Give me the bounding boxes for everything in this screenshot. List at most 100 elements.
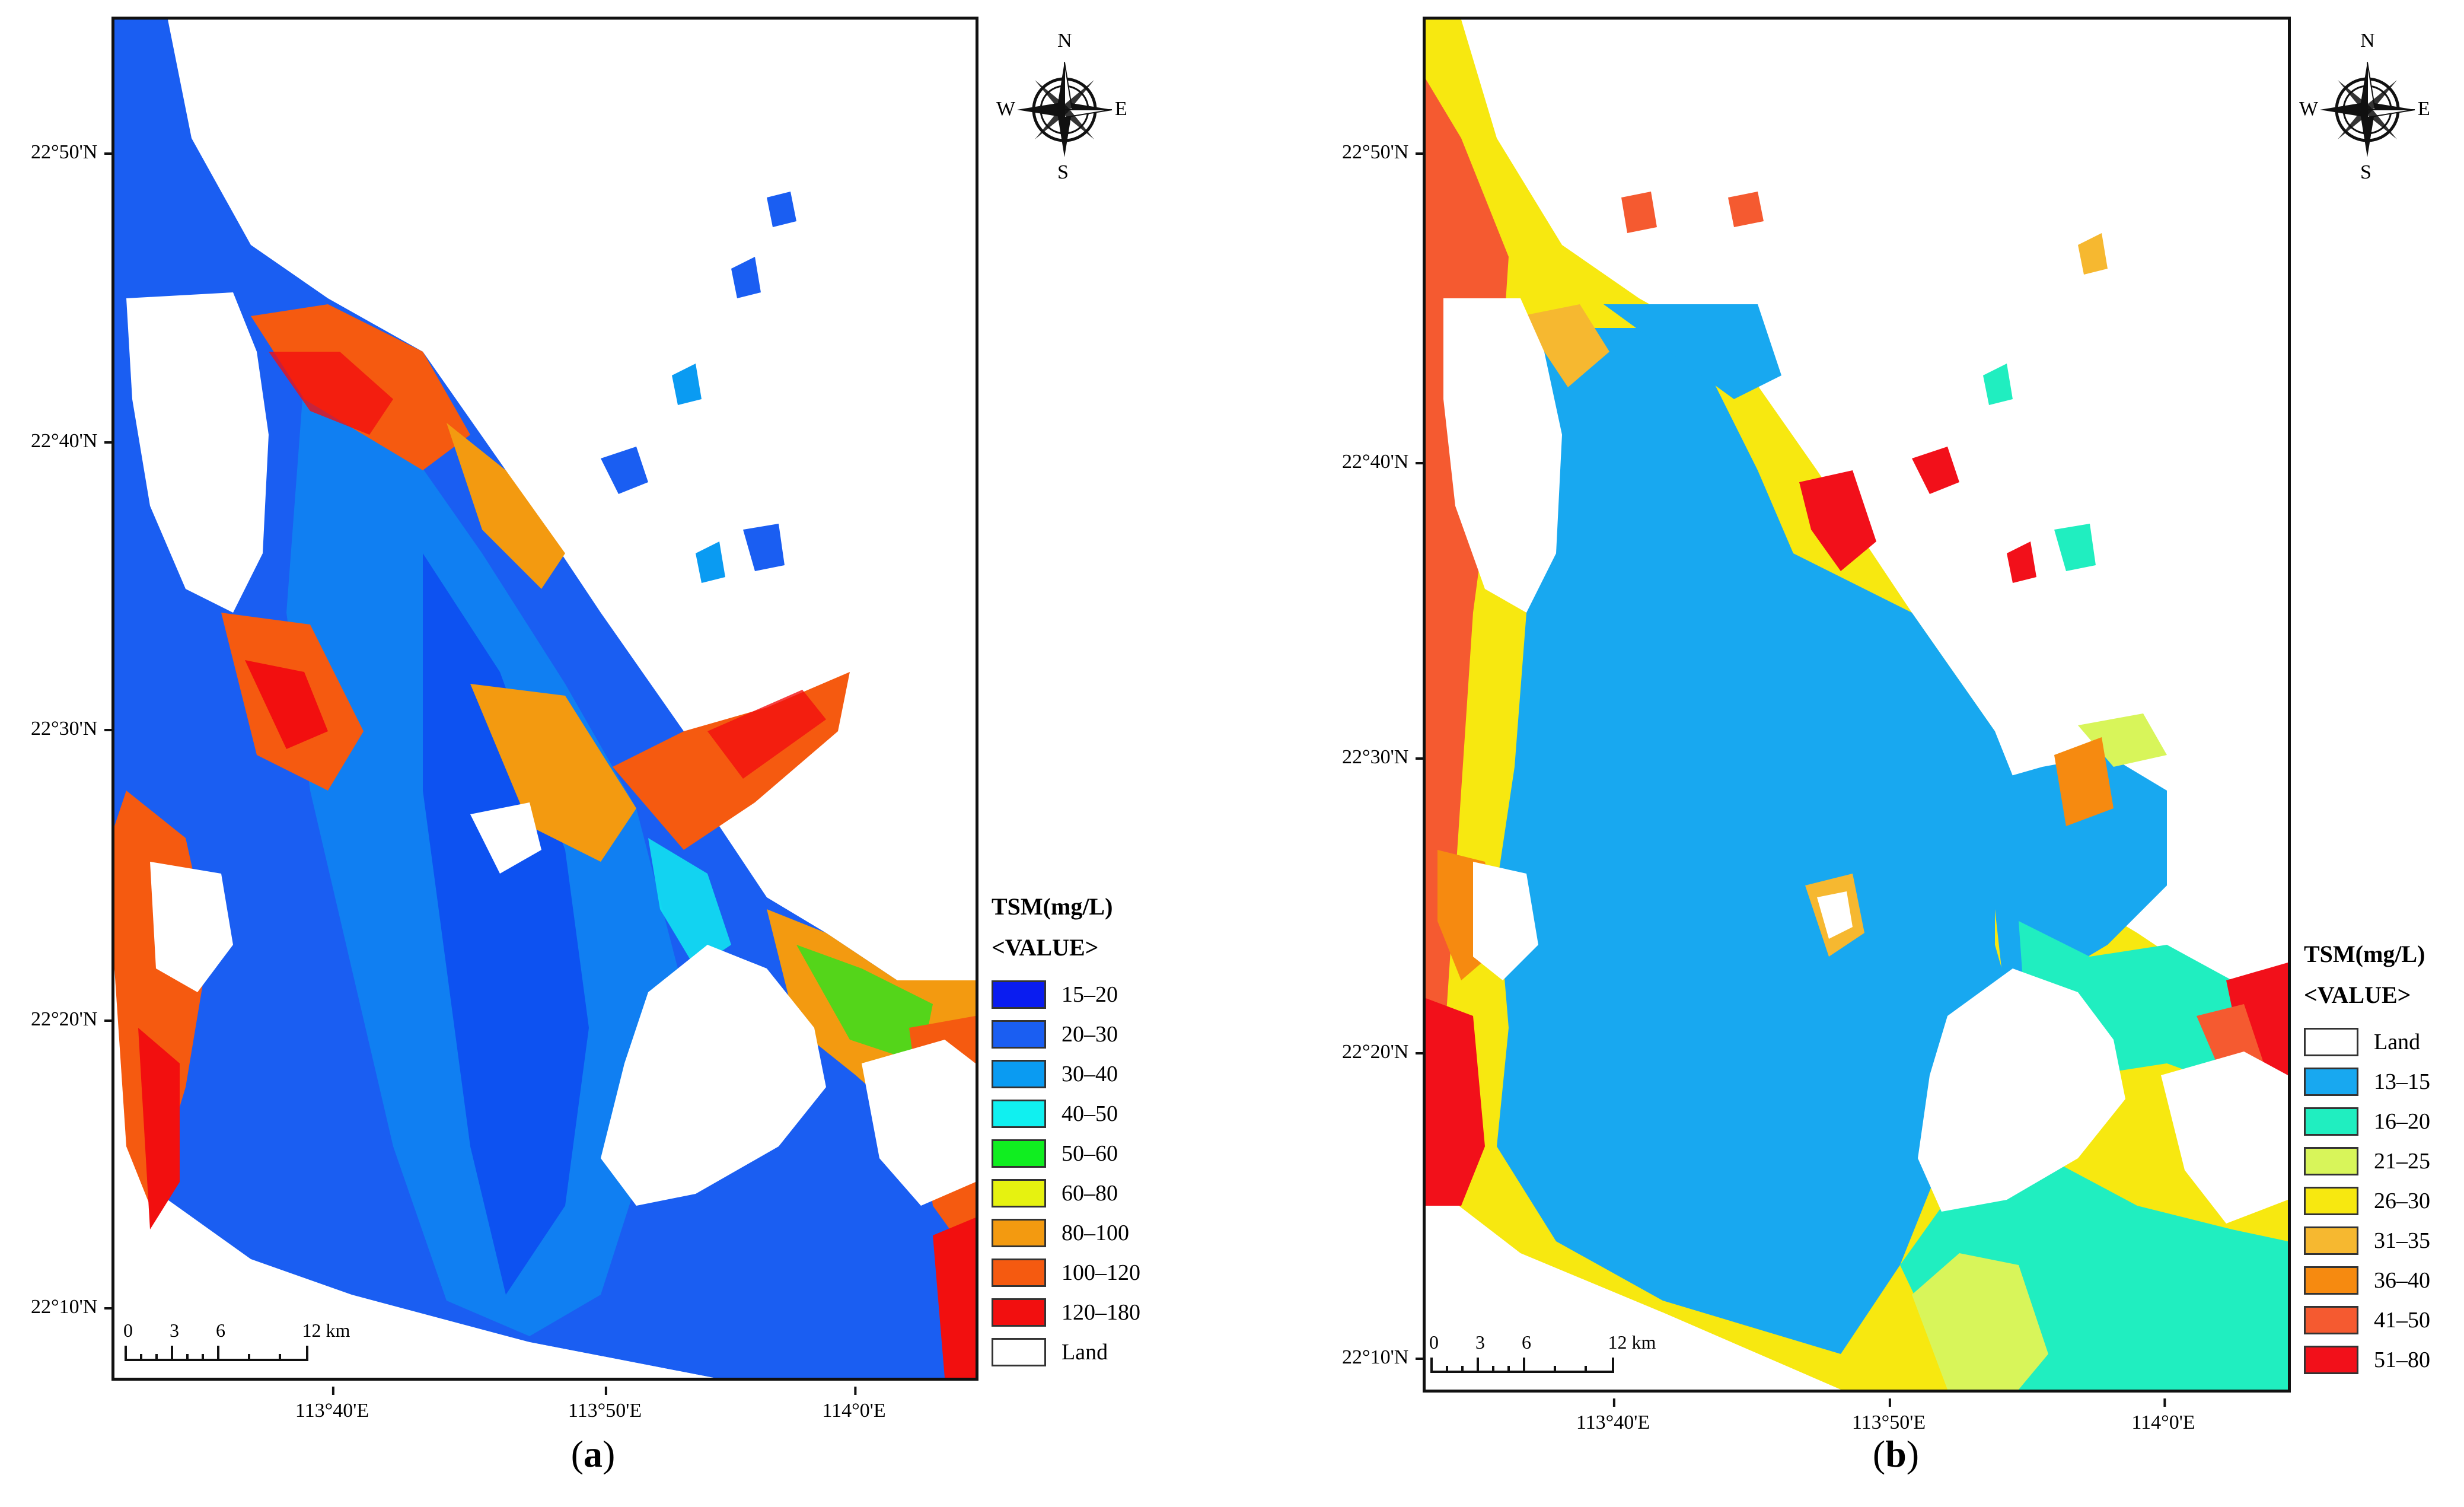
lat-label: 22°30'N bbox=[1342, 746, 1424, 768]
lat-label: 22°30'N bbox=[31, 718, 113, 740]
scale-tick-label: 12 km bbox=[302, 1320, 350, 1341]
north-arrow-compass-icon: N S E W bbox=[2299, 30, 2436, 184]
scale-tick-label: 6 bbox=[216, 1320, 225, 1341]
legend-swatch bbox=[2304, 1027, 2358, 1056]
legend-label: 26–30 bbox=[2374, 1188, 2430, 1213]
legend-rows: Land 13–15 16–20 21–25 26–30 31–35 36–40 41–50 5… bbox=[2304, 1022, 2430, 1379]
legend-b: TSM(mg/L) <VALUE> Land 13–15 16–20 21–25 26–… bbox=[2304, 940, 2430, 1379]
legend-label: 36–40 bbox=[2374, 1267, 2430, 1293]
legend-entry: 41–50 bbox=[2304, 1300, 2430, 1340]
panel-a: 22°50'N 22°40'N 22°30'N 22°20'N 22°10'N … bbox=[31, 17, 1140, 1475]
compass-e: E bbox=[1115, 98, 1127, 120]
lat-label: 22°10'N bbox=[31, 1296, 113, 1318]
legend-swatch bbox=[2304, 1146, 2358, 1175]
lon-label: 113°40'E bbox=[295, 1387, 369, 1422]
legend-swatch bbox=[992, 1099, 1046, 1128]
lon-label: 114°0'E bbox=[822, 1387, 886, 1422]
legend-label: 31–35 bbox=[2374, 1228, 2430, 1253]
legend-label: 100–120 bbox=[1062, 1260, 1140, 1285]
compass-w: W bbox=[996, 98, 1016, 120]
legend-entry: 26–30 bbox=[2304, 1181, 2430, 1221]
north-arrow-compass-icon: N S E W bbox=[996, 30, 1133, 184]
legend-label: 21–25 bbox=[2374, 1148, 2430, 1174]
lat-label: 22°40'N bbox=[31, 430, 113, 452]
legend-entry: 80–100 bbox=[992, 1213, 1140, 1253]
legend-label: 20–30 bbox=[1062, 1021, 1118, 1047]
legend-entry: 51–80 bbox=[2304, 1340, 2430, 1379]
legend-label: 16–20 bbox=[2374, 1108, 2430, 1134]
scale-tick-label: 3 bbox=[1475, 1331, 1485, 1353]
legend-swatch bbox=[992, 1139, 1046, 1168]
lat-label: 22°50'N bbox=[1342, 141, 1424, 163]
legend-swatch bbox=[992, 1298, 1046, 1327]
legend-label: 50–60 bbox=[1062, 1140, 1118, 1166]
legend-entry: 20–30 bbox=[992, 1014, 1140, 1054]
legend-swatch bbox=[992, 1059, 1046, 1088]
compass-n: N bbox=[2360, 30, 2375, 52]
lat-label: 22°10'N bbox=[1342, 1346, 1424, 1368]
legend-swatch bbox=[992, 1019, 1046, 1049]
lat-label: 22°20'N bbox=[1342, 1041, 1424, 1063]
legend-entry: 21–25 bbox=[2304, 1141, 2430, 1181]
legend-label: Land bbox=[2374, 1029, 2421, 1054]
legend-label: 60–80 bbox=[1062, 1180, 1118, 1206]
panel-label-a: (a) bbox=[570, 1433, 616, 1475]
lon-label: 113°50'E bbox=[568, 1387, 642, 1422]
lon-label: 113°50'E bbox=[1851, 1398, 1926, 1433]
compass-n: N bbox=[1057, 30, 1072, 52]
map-frame-b bbox=[1423, 17, 2291, 1393]
legend-swatch bbox=[2304, 1305, 2358, 1334]
scale-tick-label: 12 km bbox=[1608, 1331, 1656, 1353]
legend-a: TSM(mg/L) <VALUE> 15–20 20–30 30–40 40–50 50… bbox=[992, 893, 1140, 1372]
legend-subtitle: <VALUE> bbox=[2304, 982, 2411, 1008]
legend-label: 13–15 bbox=[2374, 1069, 2430, 1094]
legend-entry: 30–40 bbox=[992, 1054, 1140, 1094]
lat-label: 22°40'N bbox=[1342, 451, 1424, 473]
lat-label: 22°50'N bbox=[31, 141, 113, 163]
legend-entry: 13–15 bbox=[2304, 1062, 2430, 1101]
scale-bar-b: 0 3 6 12 km bbox=[1429, 1331, 1656, 1379]
legend-entry: 15–20 bbox=[992, 974, 1140, 1014]
legend-swatch bbox=[2304, 1186, 2358, 1215]
compass-e: E bbox=[2418, 98, 2430, 120]
legend-label: 120–180 bbox=[1062, 1299, 1140, 1325]
legend-entry: Land bbox=[992, 1332, 1140, 1372]
tsm-map-b bbox=[1426, 20, 2288, 1390]
legend-subtitle: <VALUE> bbox=[992, 934, 1099, 961]
legend-swatch bbox=[2304, 1345, 2358, 1374]
panel-label-b: (b) bbox=[1872, 1433, 1920, 1475]
map-frame-a bbox=[111, 17, 978, 1381]
scale-tick-label: 0 bbox=[1429, 1331, 1439, 1353]
legend-swatch bbox=[992, 1258, 1046, 1287]
tsm-map-a bbox=[114, 20, 976, 1378]
scale-tick-label: 0 bbox=[123, 1320, 133, 1341]
lon-label: 113°40'E bbox=[1576, 1398, 1650, 1433]
legend-label: 40–50 bbox=[1062, 1101, 1118, 1126]
legend-label: 15–20 bbox=[1062, 982, 1118, 1007]
compass-s: S bbox=[2360, 161, 2371, 183]
legend-entry: 16–20 bbox=[2304, 1101, 2430, 1141]
legend-title: TSM(mg/L) bbox=[992, 893, 1113, 920]
panel-b: 22°50'N 22°40'N 22°30'N 22°20'N 22°10'N … bbox=[1232, 0, 2464, 1507]
compass-w: W bbox=[2299, 98, 2319, 120]
legend-swatch bbox=[992, 1218, 1046, 1247]
legend-rows: 15–20 20–30 30–40 40–50 50–60 60–80 80–100 100–… bbox=[992, 974, 1140, 1372]
lat-label: 22°20'N bbox=[31, 1008, 113, 1030]
lon-label: 114°0'E bbox=[2131, 1398, 2195, 1433]
legend-entry: Land bbox=[2304, 1022, 2430, 1062]
legend-title: TSM(mg/L) bbox=[2304, 941, 2425, 967]
legend-swatch bbox=[2304, 1107, 2358, 1136]
scale-bar-a: 0 3 6 12 km bbox=[123, 1320, 350, 1367]
legend-swatch bbox=[2304, 1067, 2358, 1096]
scale-tick-label: 3 bbox=[170, 1320, 179, 1341]
legend-entry: 100–120 bbox=[992, 1253, 1140, 1292]
legend-entry: 60–80 bbox=[992, 1173, 1140, 1213]
legend-label: 41–50 bbox=[2374, 1307, 2430, 1333]
legend-swatch bbox=[992, 1337, 1046, 1366]
legend-entry: 36–40 bbox=[2304, 1260, 2430, 1300]
legend-label: Land bbox=[1062, 1339, 1108, 1365]
legend-entry: 40–50 bbox=[992, 1094, 1140, 1133]
legend-swatch bbox=[2304, 1226, 2358, 1255]
legend-swatch bbox=[992, 980, 1046, 1009]
compass-s: S bbox=[1057, 161, 1069, 183]
